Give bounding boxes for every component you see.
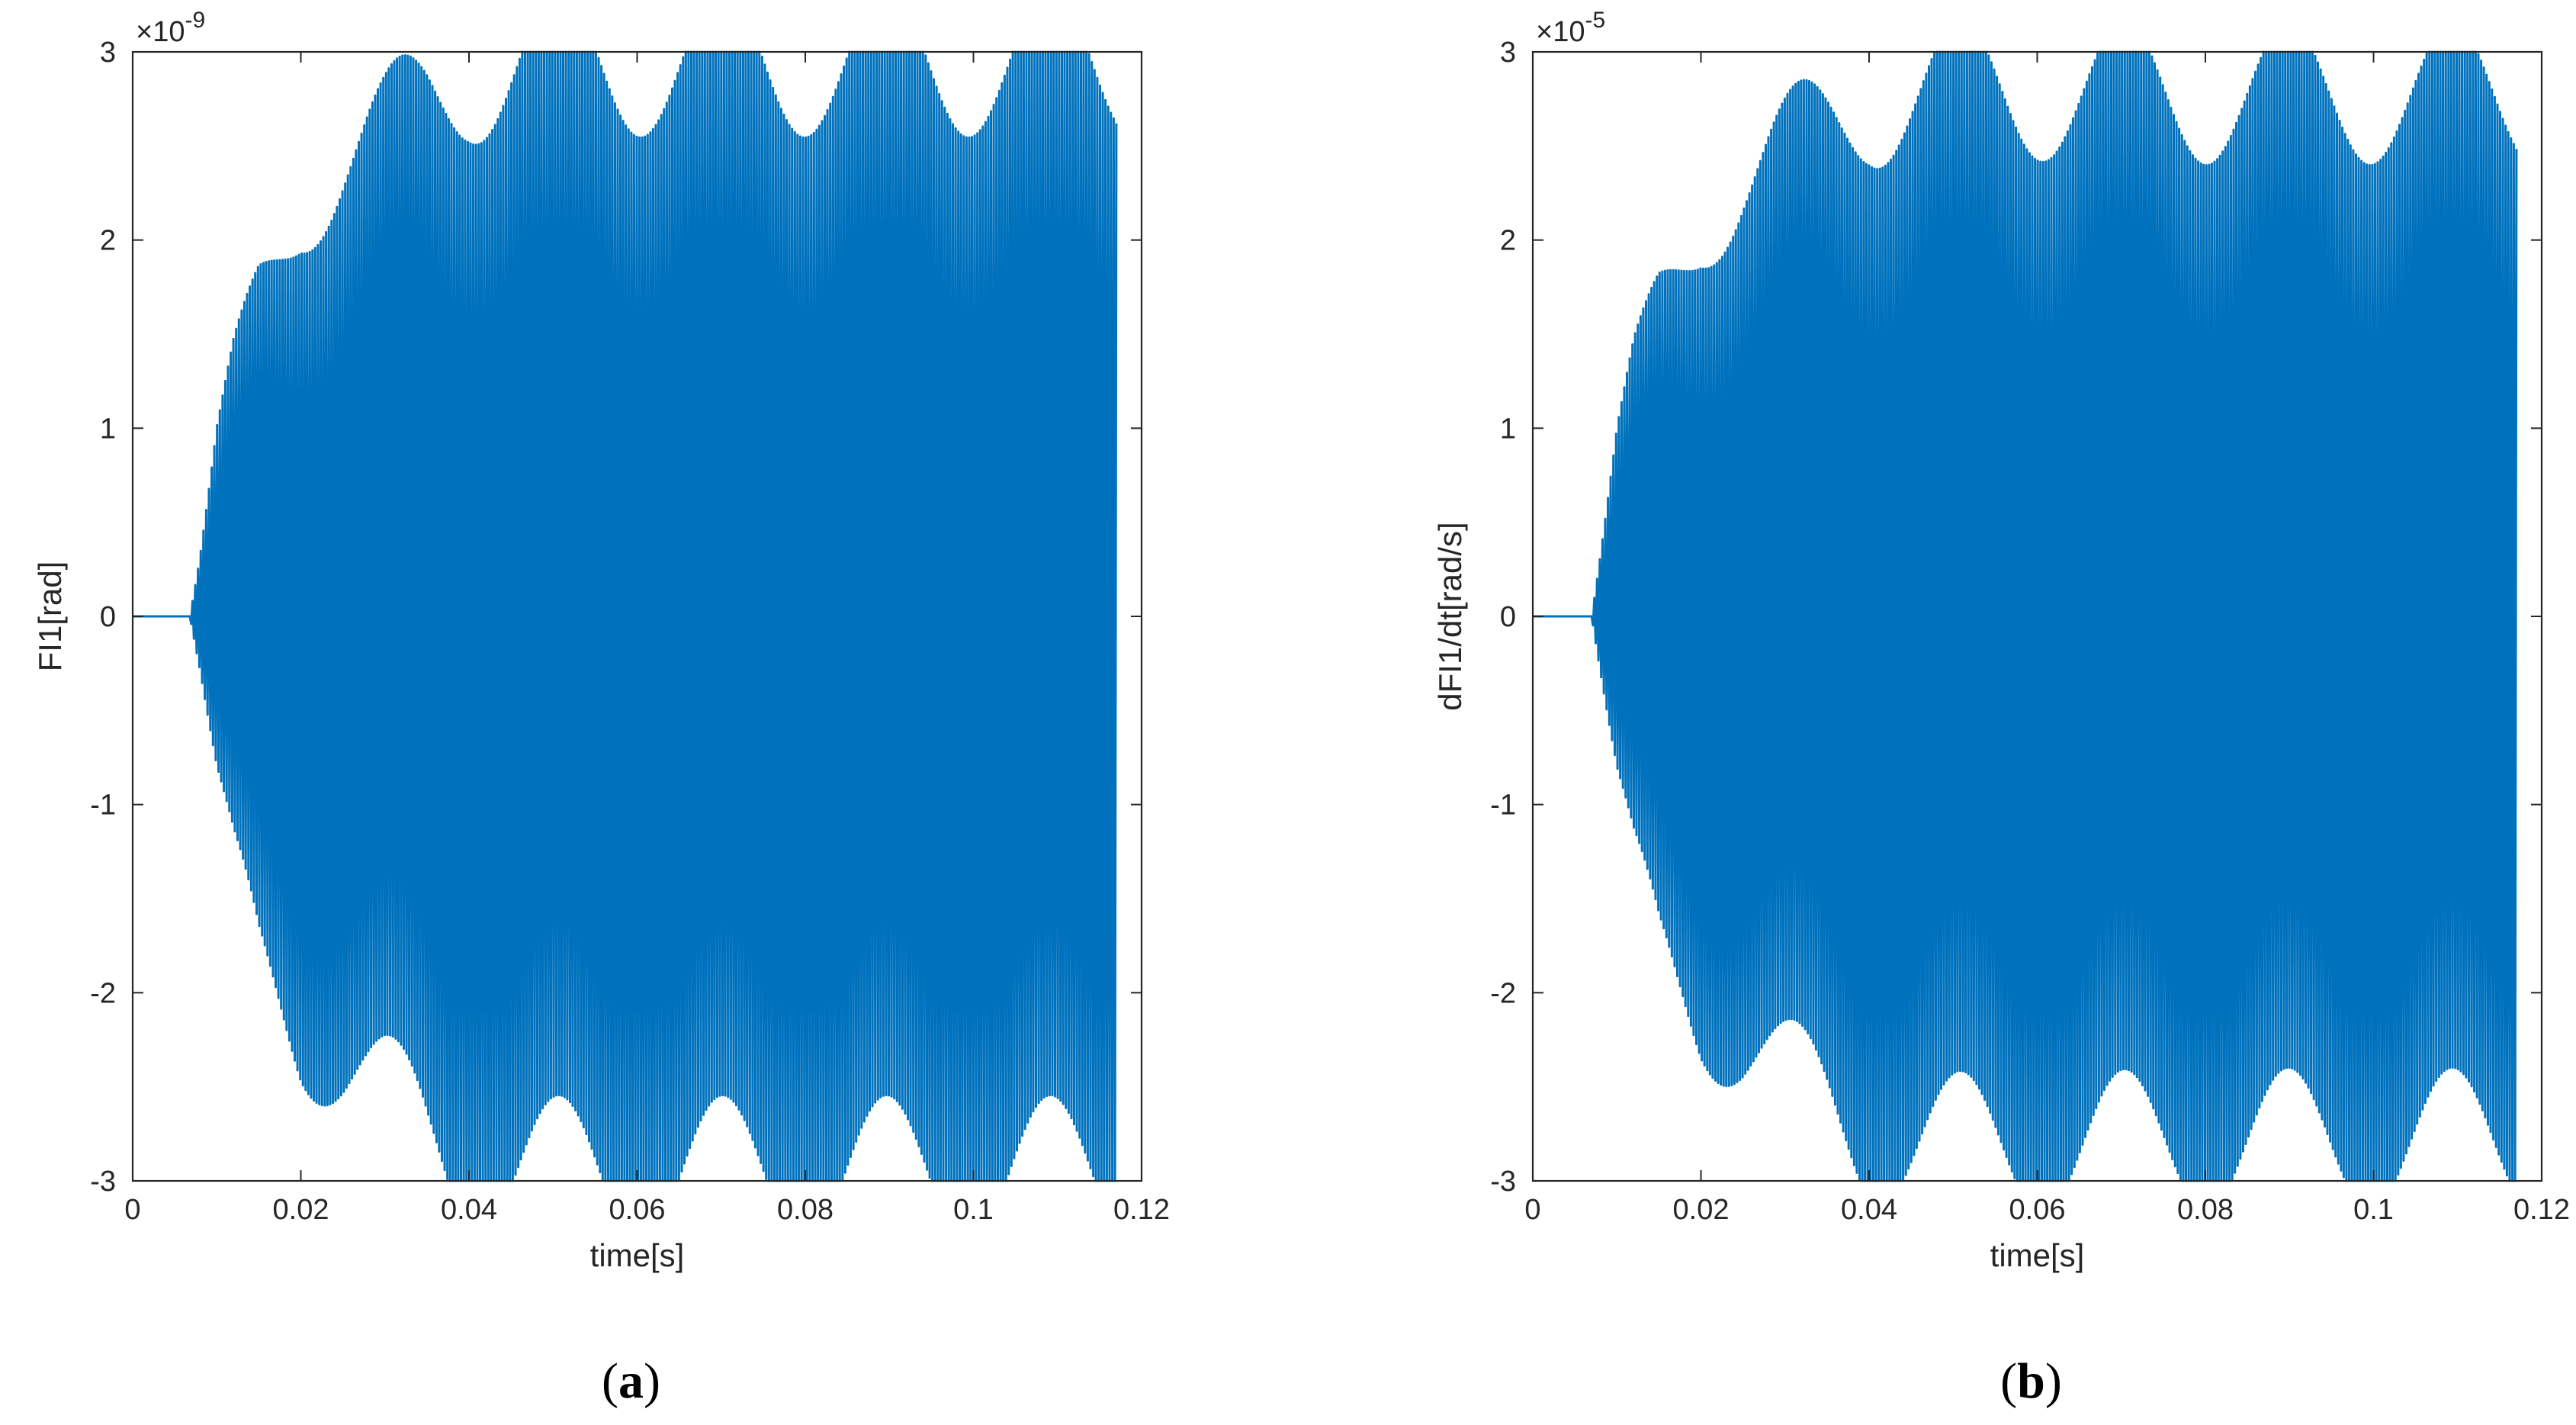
x-tick-label: 0.02 [1673, 1194, 1730, 1226]
panel-label: (b) [2000, 1353, 2062, 1409]
panel-b: 0 0.02 0.04 0.06 0.08 0.1 0.12 -3 -2 -1 0 1 2 3 ×10-5 t… [1432, 8, 2570, 1409]
y-tick-label: 2 [1500, 225, 1516, 257]
signal-line [1533, 50, 2518, 1182]
panel-a: 0 0.02 0.04 0.06 0.08 0.1 0.12 -3 -2 -1 0 1 2 3 ×10-9 t… [32, 8, 1170, 1409]
x-axis-label: time[s] [1990, 1237, 2085, 1273]
y-tick-label: -2 [90, 977, 116, 1009]
x-tick-label: 0.1 [2353, 1194, 2394, 1226]
y-multiplier: ×10-9 [136, 8, 205, 48]
x-tick-label: 0.12 [1113, 1194, 1170, 1226]
x-tick-label: 0.06 [609, 1194, 666, 1226]
panel-label-letter: b [2017, 1353, 2045, 1409]
y-tick-label: 0 [1500, 601, 1516, 633]
y-tick-label: -3 [1490, 1166, 1516, 1198]
panel-label-open: ( [2000, 1353, 2017, 1409]
x-tick-label: 0.02 [273, 1194, 329, 1226]
y-multiplier-exponent: -9 [185, 8, 205, 33]
panel-label-close: ) [644, 1353, 660, 1409]
y-tick-label: -3 [90, 1166, 116, 1198]
x-tick-label: 0 [124, 1194, 140, 1226]
y-axis-label: FI1[rad] [32, 561, 68, 672]
y-tick-label: 3 [1500, 37, 1516, 69]
x-tick-label: 0.1 [953, 1194, 994, 1226]
y-tick-label: 0 [100, 601, 116, 633]
y-multiplier: ×10-5 [1536, 8, 1605, 48]
x-tick-label: 0.08 [777, 1194, 834, 1226]
x-tick-label: 0.04 [1841, 1194, 1897, 1226]
panel-label-letter: a [618, 1353, 644, 1409]
y-multiplier-base: ×10 [136, 16, 185, 48]
x-tick-label: 0.04 [441, 1194, 497, 1226]
signal-line [133, 50, 1118, 1182]
y-tick-label: 3 [100, 37, 116, 69]
y-tick-label: -1 [90, 790, 116, 822]
y-tick-label: 2 [100, 225, 116, 257]
y-multiplier-base: ×10 [1536, 16, 1585, 48]
panel-label-close: ) [2045, 1353, 2062, 1409]
y-axis-label: dFI1/dt[rad/s] [1432, 522, 1468, 710]
panel-label: (a) [602, 1353, 660, 1409]
x-axis-label: time[s] [590, 1237, 685, 1273]
x-tick-label: 0.08 [2177, 1194, 2234, 1226]
y-tick-label: 1 [1500, 413, 1516, 445]
y-multiplier-exponent: -5 [1585, 8, 1605, 33]
y-tick-label: -1 [1490, 790, 1516, 822]
y-tick-label: 1 [100, 413, 116, 445]
panel-label-open: ( [602, 1353, 618, 1409]
x-tick-label: 0 [1524, 1194, 1540, 1226]
y-tick-label: -2 [1490, 977, 1516, 1009]
x-tick-label: 0.12 [2513, 1194, 2570, 1226]
x-tick-label: 0.06 [2009, 1194, 2066, 1226]
